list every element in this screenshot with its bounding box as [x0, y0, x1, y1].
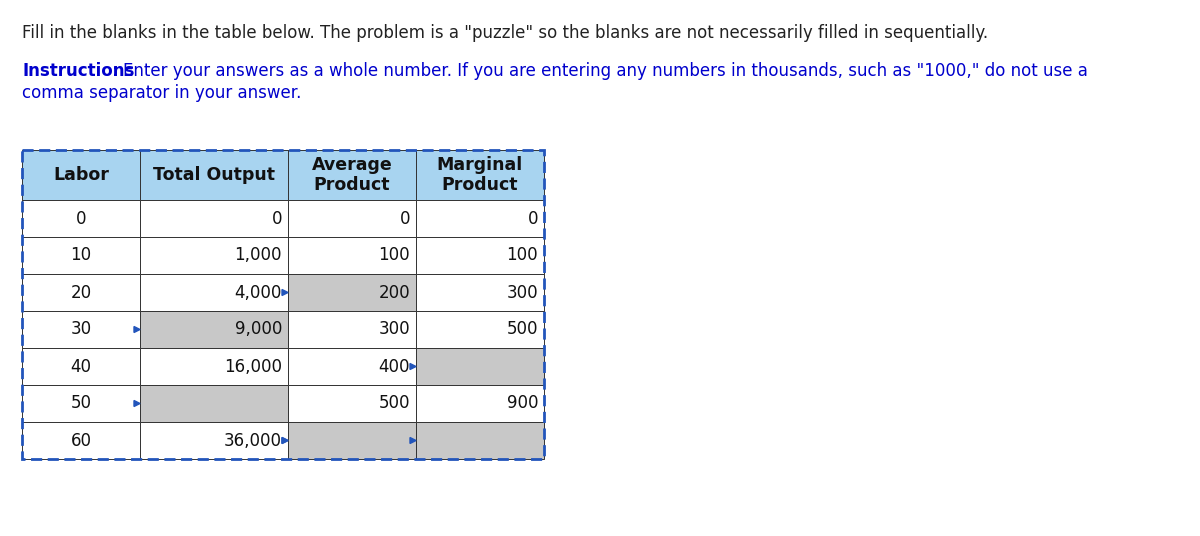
Text: 60: 60 [71, 431, 91, 450]
Text: 100: 100 [378, 247, 410, 264]
Bar [416, 385, 544, 422]
Text: 10: 10 [71, 247, 91, 264]
Bar [22, 150, 544, 459]
Text: 50: 50 [71, 394, 91, 413]
Bar [288, 274, 416, 311]
Bar [288, 348, 416, 385]
Text: Total Output: Total Output [154, 166, 275, 184]
Bar [22, 348, 140, 385]
Text: comma separator in your answer.: comma separator in your answer. [22, 84, 301, 102]
Text: 4,000: 4,000 [235, 284, 282, 301]
Polygon shape [282, 437, 288, 443]
Text: 1,000: 1,000 [234, 247, 282, 264]
Text: 9,000: 9,000 [235, 321, 282, 339]
Text: Instructions: Instructions [22, 62, 134, 80]
Text: 500: 500 [378, 394, 410, 413]
Text: 0: 0 [271, 210, 282, 227]
Bar [22, 422, 140, 459]
Bar [288, 311, 416, 348]
Text: 20: 20 [71, 284, 91, 301]
Bar [288, 200, 416, 237]
Text: 400: 400 [378, 358, 410, 376]
Text: 40: 40 [71, 358, 91, 376]
Bar [140, 422, 288, 459]
Bar [416, 274, 544, 311]
Text: Labor: Labor [53, 166, 109, 184]
Polygon shape [282, 289, 288, 295]
Text: 900: 900 [506, 394, 538, 413]
Bar [416, 200, 544, 237]
Polygon shape [134, 400, 140, 406]
Text: 200: 200 [378, 284, 410, 301]
Text: 500: 500 [506, 321, 538, 339]
Bar [416, 311, 544, 348]
Bar [140, 274, 288, 311]
Text: 16,000: 16,000 [224, 358, 282, 376]
Bar [288, 422, 416, 459]
Bar [22, 200, 140, 237]
Bar [288, 385, 416, 422]
Bar [416, 237, 544, 274]
Bar [140, 385, 288, 422]
Text: 30: 30 [71, 321, 91, 339]
Bar [140, 150, 288, 200]
Bar [22, 385, 140, 422]
Bar [140, 200, 288, 237]
Text: 0: 0 [76, 210, 86, 227]
Polygon shape [134, 326, 140, 332]
Bar [140, 311, 288, 348]
Text: 0: 0 [400, 210, 410, 227]
Text: 0: 0 [528, 210, 538, 227]
Bar [416, 422, 544, 459]
Polygon shape [282, 437, 288, 443]
Bar [22, 237, 140, 274]
Bar [288, 150, 416, 200]
Text: 300: 300 [506, 284, 538, 301]
Bar [288, 237, 416, 274]
Bar [22, 311, 140, 348]
Text: Average
Product: Average Product [312, 155, 392, 195]
Bar [416, 348, 544, 385]
Bar [22, 274, 140, 311]
Bar [22, 150, 140, 200]
Text: 100: 100 [506, 247, 538, 264]
Text: : Enter your answers as a whole number. If you are entering any numbers in thous: : Enter your answers as a whole number. … [112, 62, 1088, 80]
Polygon shape [410, 363, 416, 369]
Text: Fill in the blanks in the table below. The problem is a "puzzle" so the blanks a: Fill in the blanks in the table below. T… [22, 24, 988, 42]
Bar [416, 150, 544, 200]
Bar [140, 237, 288, 274]
Bar [140, 348, 288, 385]
Text: 300: 300 [378, 321, 410, 339]
Polygon shape [410, 437, 416, 443]
Text: Marginal
Product: Marginal Product [437, 155, 523, 195]
Text: 36,000: 36,000 [224, 431, 282, 450]
